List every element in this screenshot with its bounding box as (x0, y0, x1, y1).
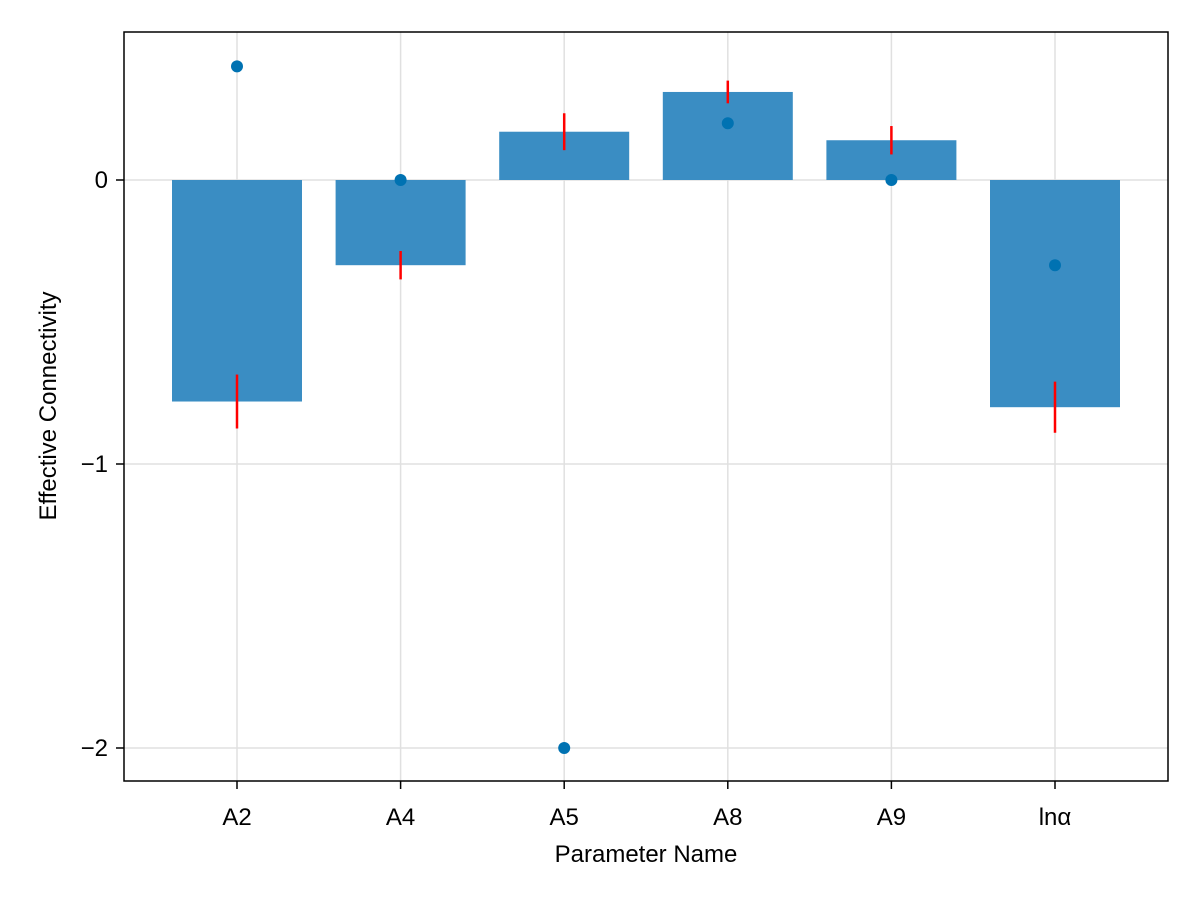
data-point (558, 742, 571, 754)
y-ticks-layer: 0 −1 −2 (81, 167, 124, 762)
x-ticks-layer: A2 A4 A5 A8 A9 lnα (222, 781, 1071, 831)
x-tick-label: A5 (550, 804, 579, 831)
y-axis-title: Effective Connectivity (35, 292, 62, 521)
x-tick-label: A8 (713, 804, 742, 831)
plot-frame (123, 31, 1169, 782)
data-point (394, 174, 407, 186)
x-tick-label: A4 (386, 804, 415, 831)
data-point (885, 174, 898, 186)
data-point (1049, 259, 1061, 272)
y-tick-label: −1 (81, 451, 108, 478)
points-layer (231, 60, 1061, 754)
y-tick-label: 0 (95, 167, 108, 194)
data-point (721, 117, 734, 130)
x-tick-label: A9 (877, 804, 906, 831)
bars-layer (172, 91, 1120, 408)
bar (662, 91, 793, 180)
errorbars-layer (235, 80, 1057, 433)
data-point (231, 60, 243, 73)
bar (990, 180, 1120, 408)
bar (172, 180, 302, 402)
y-tick-label: −2 (81, 735, 108, 762)
x-axis-title: Parameter Name (555, 841, 738, 868)
x-tick-label: A2 (222, 804, 251, 831)
x-tick-label: lnα (1039, 804, 1072, 831)
